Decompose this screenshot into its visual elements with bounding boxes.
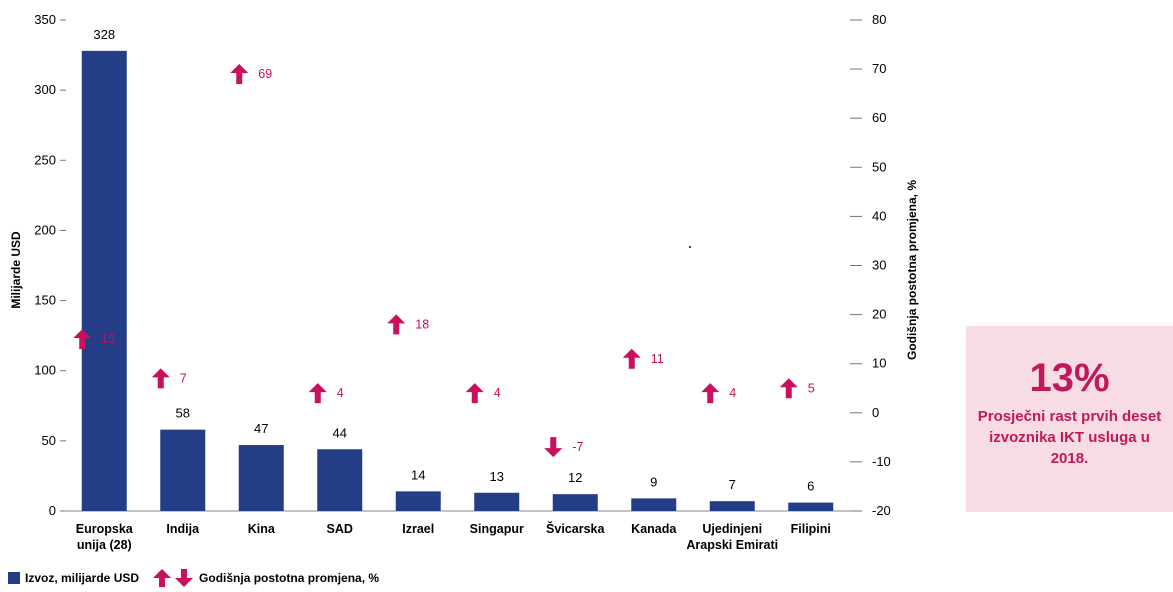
y-axis-title: Milijarde USD [9,231,23,309]
category-label: Švicarska [546,521,605,536]
bar [788,502,834,511]
change-label: 18 [415,317,429,331]
value-label: 9 [650,474,657,489]
category-label-line: Europska [76,522,134,536]
y-tick-label: 50 [42,433,56,448]
legend-arrow-label: Godišnja postotna promjena, % [199,571,380,585]
y2-tick-label: -10 [872,454,891,469]
change-label: 7 [180,371,187,385]
y2-tick-label: 0 [872,405,879,420]
category-label: Ujedinjeni Arapski Emirati [686,522,778,552]
callout-value: 13% [1029,356,1110,400]
legend-bar-label: Izvoz, milijarde USD [25,571,140,585]
value-label: 6 [807,479,814,494]
y2-tick-label: -20 [872,503,891,518]
y2-tick-label: 10 [872,356,886,371]
change-label: 15 [101,332,115,346]
y2-tick-label: 50 [872,159,886,174]
category-label-line: Ujedinjeni [702,522,762,536]
y-tick-label: 150 [34,293,56,308]
bar-series [81,50,834,512]
y2-tick-label: 20 [872,307,886,322]
bar [709,501,755,511]
value-label: 7 [729,477,736,492]
value-label: 44 [333,425,347,440]
change-up-arrow [387,314,406,335]
category-label-line: Indija [166,522,200,536]
y-tick-label: 0 [49,503,56,518]
left-axis: 0 50 100 150 200 250 300 350 [34,12,850,518]
category-label-line: Kanada [631,522,677,536]
y-tick-label: 300 [34,82,56,97]
callout-text: Prosječni rast prvih deset izvoznika IKT… [977,408,1162,467]
category-label-line: Izrael [402,522,434,536]
y2-tick-label: 70 [872,61,886,76]
stray-dot [689,246,691,248]
category-label: Kanada [631,522,677,536]
y-tick-label: 100 [34,363,56,378]
value-label: 12 [568,470,582,485]
category-label-line: Švicarska [546,521,605,536]
bar [81,50,127,512]
y2-tick-label: 40 [872,208,886,223]
category-labels: Europska unija (28) Indija Kina SAD Izrael Sin… [76,521,831,552]
bar [317,449,363,511]
y2-axis-title: Godišnja postotna promjena, % [905,180,919,360]
bar [552,494,598,511]
change-label: 5 [808,381,815,395]
y-tick-label: 350 [34,12,56,27]
change-up-arrow [230,64,249,85]
category-label: Indija [166,522,200,536]
value-label: 58 [176,406,190,421]
category-label-line: Singapur [470,522,524,536]
category-label-line: Arapski Emirati [686,538,778,552]
bar [474,492,520,511]
category-label: SAD [327,522,353,536]
legend: Izvoz, milijarde USD Godišnja postotna p… [8,567,379,589]
legend-bar-swatch [8,572,20,584]
change-down-arrow [544,437,563,458]
category-label: Izrael [402,522,434,536]
category-label: Kina [248,522,276,536]
y2-tick-label: 60 [872,110,886,125]
legend-arrows-icon [153,569,194,587]
change-label: 4 [337,386,344,400]
change-up-arrow [465,383,484,404]
category-label: Europska unija (28) [76,522,134,552]
category-label-line: unija (28) [77,538,132,552]
change-up-arrow [151,368,170,389]
change-label: 69 [258,67,272,81]
right-axis: -20 -10 0 10 20 30 40 50 60 70 80 [850,12,891,518]
value-label: 328 [93,27,115,42]
y-tick-label: 200 [34,222,56,237]
summary-callout: 13% Prosječni rast prvih deset izvoznika… [966,326,1173,512]
change-up-arrow [701,383,720,404]
change-label: 4 [494,386,501,400]
category-label-line: Filipini [791,522,831,536]
y-tick-label: 250 [34,152,56,167]
bar [160,429,206,511]
change-up-arrow [779,378,798,399]
change-up-arrow [73,329,92,350]
change-label: 4 [729,386,736,400]
value-label: 47 [254,421,268,436]
value-label: 13 [490,469,504,484]
change-arrows: 15 7 69 4 18 4 -7 11 4 5 [73,64,815,458]
chart: Milijarde USD Godišnja postotna promjena… [9,12,919,552]
change-up-arrow [622,348,641,369]
bar [395,491,441,511]
change-label: -7 [572,440,583,454]
category-label-line: Kina [248,522,276,536]
y2-tick-label: 30 [872,258,886,273]
category-label-line: SAD [327,522,353,536]
category-label: Filipini [791,522,831,536]
bar [631,498,677,511]
bar [238,445,284,511]
change-label: 11 [651,352,664,366]
value-label: 14 [411,467,425,482]
y2-tick-label: 80 [872,12,886,27]
category-label: Singapur [470,522,524,536]
change-up-arrow [308,383,327,404]
